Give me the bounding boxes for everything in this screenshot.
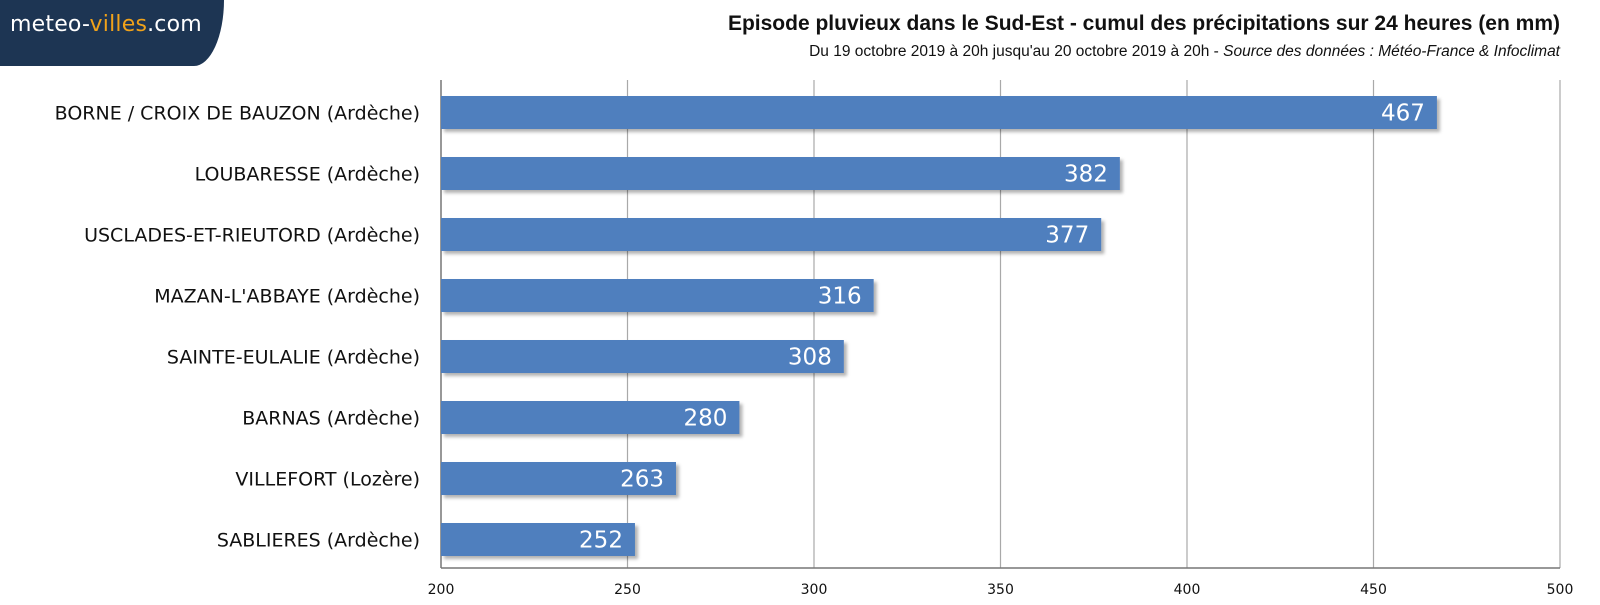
bar — [441, 523, 635, 556]
category-label: BARNAS (Ardèche) — [242, 408, 420, 430]
category-label: SABLIERES (Ardèche) — [217, 530, 420, 552]
bar-value-label: 467 — [1381, 101, 1425, 127]
x-tick-label: 200 — [428, 582, 455, 598]
bar-value-label: 263 — [620, 467, 664, 493]
category-label: VILLEFORT (Lozère) — [235, 469, 420, 491]
category-label: BORNE / CROIX DE BAUZON (Ardèche) — [55, 103, 420, 125]
x-tick-label: 450 — [1360, 582, 1387, 598]
category-label: MAZAN-L'ABBAYE (Ardèche) — [154, 286, 420, 308]
bar-value-label: 316 — [818, 284, 862, 310]
category-label: SAINTE-EULALIE (Ardèche) — [167, 347, 420, 369]
logo-text: meteo-villes.com — [10, 12, 202, 37]
bar-value-label: 308 — [788, 345, 832, 371]
bars — [441, 96, 1437, 556]
logo-text-accent: villes — [89, 12, 148, 37]
site-logo: meteo-villes.com — [0, 0, 224, 66]
bar — [441, 340, 844, 373]
bar-value-label: 252 — [579, 528, 623, 554]
bar — [441, 462, 676, 495]
x-tick-label: 300 — [801, 582, 828, 598]
chart-title: Episode pluvieux dans le Sud-Est - cumul… — [727, 12, 1560, 35]
logo-text-part3: .com — [147, 12, 202, 37]
subtitle-period: Du 19 octobre 2019 à 20h jusqu'au 20 oct… — [809, 43, 1210, 60]
bar — [441, 96, 1437, 129]
bar — [441, 279, 874, 312]
bar — [441, 218, 1102, 251]
bar-value-label: 280 — [683, 406, 727, 432]
logo-text-part1: meteo- — [10, 12, 90, 37]
bar-value-label: 382 — [1064, 162, 1108, 188]
subtitle-source: Source des données : Météo-France & Info… — [1223, 43, 1560, 60]
category-label: USCLADES-ET-RIEUTORD (Ardèche) — [84, 225, 420, 247]
x-tick-label: 250 — [614, 582, 641, 598]
chart-subtitle: Du 19 octobre 2019 à 20h jusqu'au 20 oct… — [809, 43, 1560, 61]
x-tick-label: 500 — [1547, 582, 1574, 598]
bar — [441, 157, 1120, 190]
category-label: LOUBARESSE (Ardèche) — [195, 164, 420, 186]
bar — [441, 401, 740, 434]
labels: 200 250 300 350 400 450 500 BORNE / CROIX DE BA… — [55, 101, 1574, 599]
x-tick-label: 350 — [987, 582, 1014, 598]
x-tick-label: 400 — [1174, 582, 1201, 598]
bar-value-label: 377 — [1045, 223, 1089, 249]
subtitle-separator: - — [1209, 43, 1224, 60]
